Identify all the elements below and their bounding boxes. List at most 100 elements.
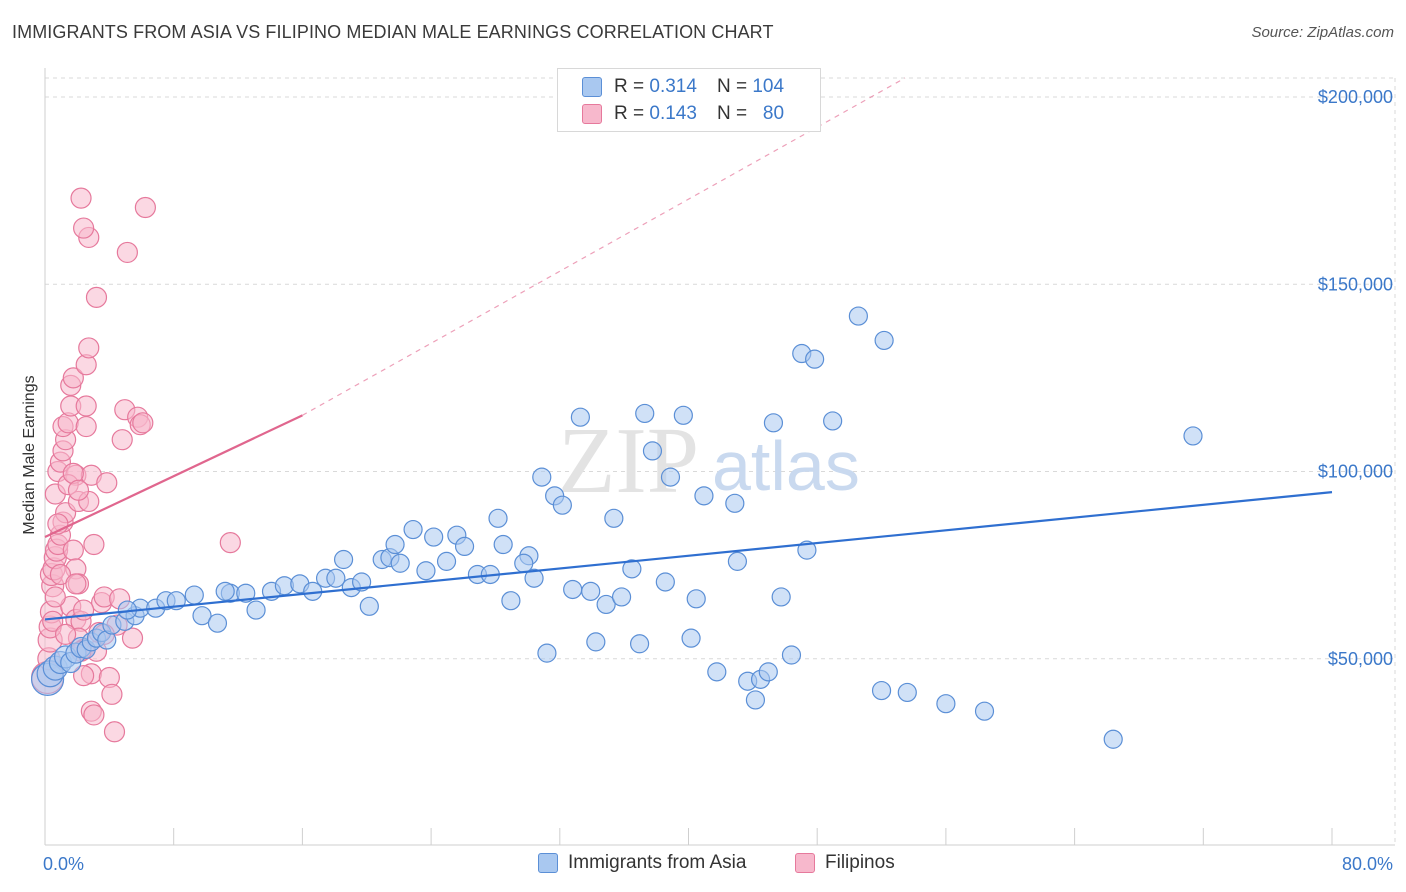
asia-point xyxy=(184,585,204,605)
asia-point xyxy=(501,591,521,611)
bottom-legend-item-filipinos: Filipinos xyxy=(795,852,895,874)
filipinos-point xyxy=(62,367,84,389)
asia-point xyxy=(390,553,410,573)
filipinos-point xyxy=(219,532,241,554)
asia-point xyxy=(207,613,228,633)
asia-point xyxy=(874,330,894,351)
trend-lines xyxy=(44,77,1333,621)
x-tick-label: 0.0% xyxy=(43,854,84,874)
filipinos-point xyxy=(78,337,100,359)
asia-point xyxy=(974,701,995,721)
asia-point xyxy=(655,572,675,592)
asia-point xyxy=(1103,729,1123,749)
asia-point xyxy=(581,581,601,601)
asia-point xyxy=(805,349,825,369)
legend-r-label: R = xyxy=(614,103,645,124)
axis-layer xyxy=(44,68,1395,846)
y-tick-label: $50,000 xyxy=(1328,649,1393,669)
y-tick-labels: $50,000 $100,000 $150,000 $200,000 xyxy=(1318,87,1393,669)
watermark-atlas: atlas xyxy=(712,427,860,505)
asia-point xyxy=(727,551,748,571)
legend-n-value: 80 xyxy=(762,103,785,124)
filipinos-point xyxy=(67,479,90,501)
asia-point xyxy=(629,634,650,654)
legend-n-label: N = xyxy=(716,76,748,97)
asia-point xyxy=(246,600,266,620)
asia-point xyxy=(236,583,256,603)
filipinos-point xyxy=(54,623,77,646)
y-tick-label: $200,000 xyxy=(1318,87,1393,107)
chart-title: IMMIGRANTS FROM ASIA VS FILIPINO MEDIAN … xyxy=(12,22,774,42)
asia-point xyxy=(403,519,423,540)
asia-point xyxy=(707,662,727,682)
asia-point xyxy=(681,628,701,648)
asia-point xyxy=(622,559,642,579)
bottom-legend-label-filipinos: Filipinos xyxy=(825,852,895,873)
filipinos-point xyxy=(134,196,156,219)
filipinos-point xyxy=(73,665,95,687)
filipinos-point xyxy=(111,429,133,451)
asia-point xyxy=(725,493,745,513)
asia-point xyxy=(416,561,436,581)
asia-point xyxy=(771,587,791,607)
asia-point xyxy=(192,606,212,626)
asia-point xyxy=(563,579,583,600)
legend-r-value: 0.314 xyxy=(649,76,697,97)
series-asia-points xyxy=(30,306,1203,749)
asia-point xyxy=(871,680,892,701)
y-tick-label: $100,000 xyxy=(1318,462,1393,482)
asia-point xyxy=(797,540,817,560)
asia-point xyxy=(823,411,843,431)
filipinos-point xyxy=(49,563,72,586)
asia-point xyxy=(537,643,557,663)
source-label: Source: ZipAtlas.com xyxy=(1251,24,1394,41)
asia-point xyxy=(694,486,714,506)
asia-point xyxy=(326,568,346,588)
legend-r-label: R = xyxy=(614,76,645,97)
bottom-legend-swatch-filipinos xyxy=(795,853,815,873)
asia-point xyxy=(454,536,475,557)
asia-point xyxy=(686,589,706,609)
asia-point xyxy=(604,508,624,528)
filipinos-point xyxy=(75,415,97,438)
filipinos-point xyxy=(62,539,84,561)
asia-point xyxy=(488,508,508,528)
filipinos-point xyxy=(42,610,64,632)
bottom-legend-label-asia: Immigrants from Asia xyxy=(568,852,747,873)
filipinos-point xyxy=(44,586,66,608)
filipinos-point xyxy=(103,721,126,743)
legend-swatch-filipinos xyxy=(582,104,602,124)
asia-point xyxy=(936,694,956,714)
asia-point xyxy=(635,403,655,424)
legend-n-value: 104 xyxy=(752,76,785,97)
asia-point xyxy=(897,682,917,703)
filipinos-point xyxy=(101,683,123,705)
asia-point xyxy=(570,407,590,427)
bottom-legend-swatch-asia xyxy=(538,853,558,873)
asia-point xyxy=(781,645,802,665)
asia-point xyxy=(1183,426,1203,446)
filipinos-point xyxy=(96,472,118,494)
bottom-legend: Immigrants from Asia Filipinos xyxy=(0,850,1406,880)
legend-swatch-asia xyxy=(582,77,602,97)
filipinos-point xyxy=(83,533,105,556)
asia-point xyxy=(660,467,681,487)
asia-point xyxy=(532,467,552,487)
filipinos-point xyxy=(65,573,87,595)
asia-point xyxy=(745,690,766,710)
bottom-legend-item-asia: Immigrants from Asia xyxy=(538,852,746,874)
trend-line-filipinos xyxy=(44,414,303,539)
filipinos-point xyxy=(121,627,144,649)
filipinos-point xyxy=(85,286,108,308)
asia-point xyxy=(758,662,778,682)
legend-r-value: 0.143 xyxy=(649,103,697,124)
x-tick-labels: 0.0% 80.0% xyxy=(43,854,1393,874)
asia-point xyxy=(385,534,405,555)
asia-point xyxy=(848,306,868,326)
filipinos-point xyxy=(83,704,105,726)
asia-point xyxy=(215,581,235,601)
legend: R = 0.314 N = 104 R = 0.143 N = 80 xyxy=(557,68,821,132)
x-tick-label: 80.0% xyxy=(1342,854,1393,874)
legend-row-asia: R = 0.314 N = 104 xyxy=(582,74,784,100)
